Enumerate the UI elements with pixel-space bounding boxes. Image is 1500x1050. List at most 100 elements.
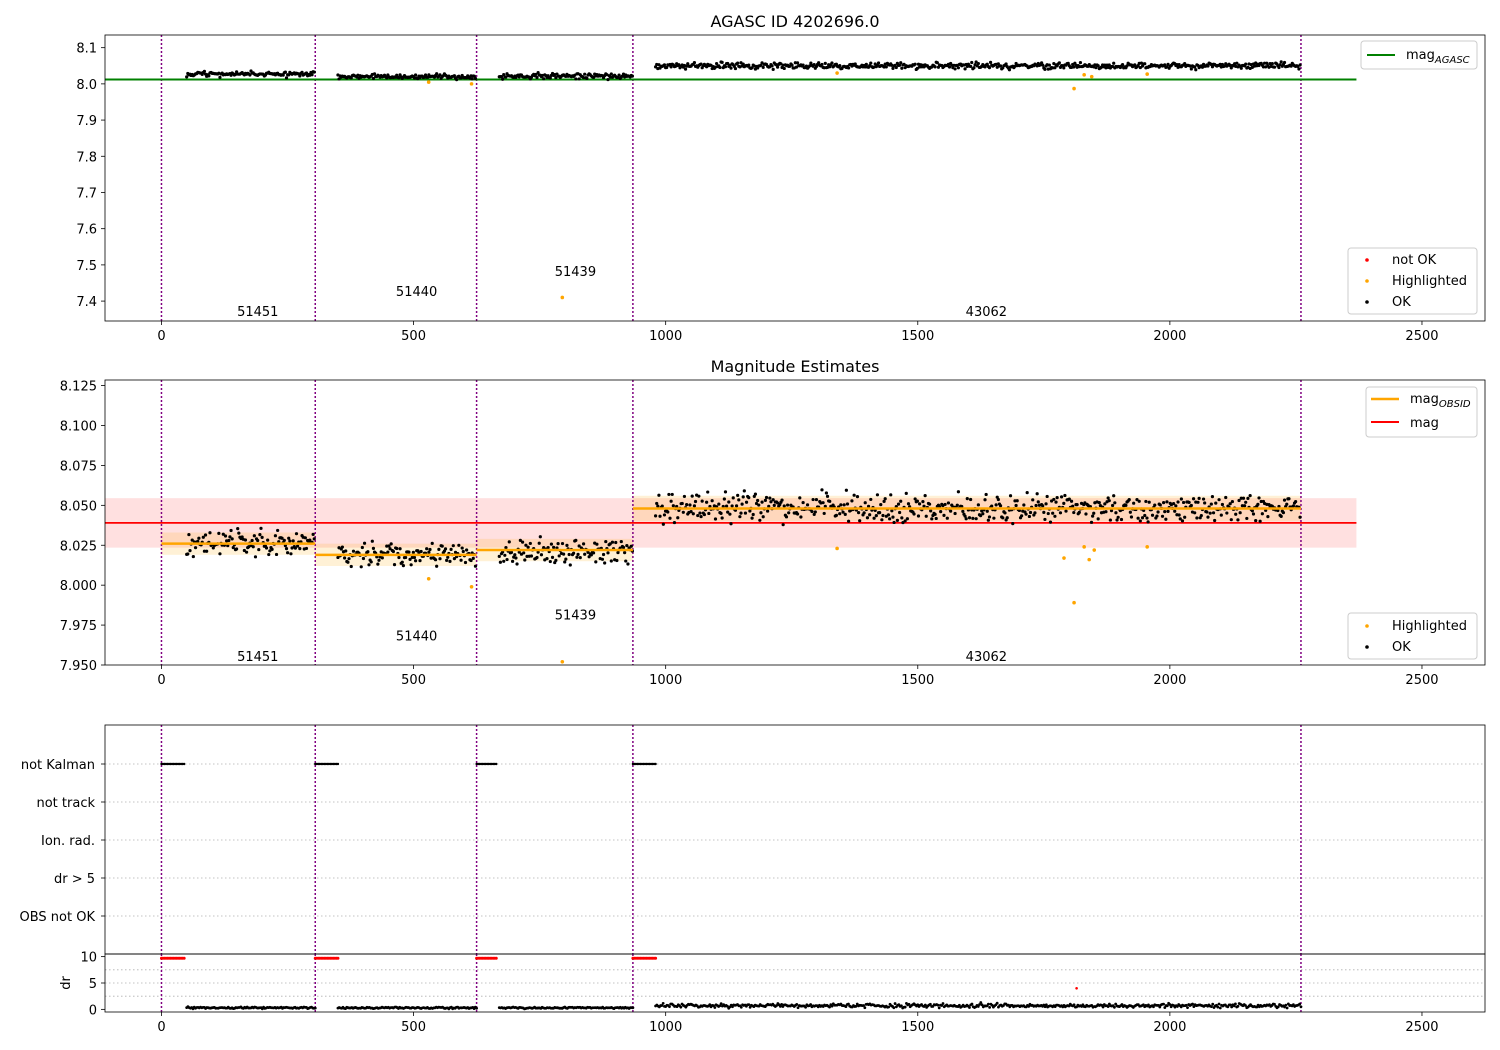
ok-point — [844, 488, 848, 492]
obsid-label: 51439 — [555, 265, 596, 280]
highlighted-point — [426, 576, 431, 581]
ok-point — [1072, 510, 1076, 515]
ok-point — [448, 559, 452, 563]
dr-point — [1217, 1002, 1221, 1006]
flag-point — [336, 762, 340, 766]
ok-point — [1156, 510, 1160, 514]
ok-point — [656, 504, 660, 508]
ok-point — [284, 547, 289, 551]
highlighted-point — [469, 82, 474, 86]
ok-point — [1183, 515, 1187, 519]
ok-point — [675, 504, 679, 509]
ok-point — [676, 516, 680, 520]
ok-point — [862, 511, 866, 515]
ok-point — [535, 555, 539, 560]
ok-point — [1277, 65, 1281, 70]
ok-point — [234, 547, 239, 551]
ok-point — [935, 61, 939, 65]
ok-point — [953, 511, 957, 516]
ok-point — [376, 562, 380, 566]
ok-point — [761, 65, 765, 69]
ok-point — [1203, 501, 1207, 505]
ok-point — [455, 78, 459, 82]
dr-point — [739, 1005, 743, 1009]
ok-point — [838, 512, 842, 516]
ok-point — [218, 75, 222, 79]
ok-point — [933, 65, 937, 69]
ok-point — [668, 516, 672, 520]
ok-point — [666, 510, 670, 514]
ok-point — [1069, 499, 1074, 503]
ok-point — [252, 534, 256, 538]
ok-point — [1103, 502, 1107, 506]
ok-point — [1115, 518, 1119, 522]
agasc-y-tick-label: 7.9 — [76, 114, 97, 129]
dr-x-tick-label: 1000 — [649, 1020, 682, 1035]
agasc-x-tick-label: 500 — [401, 329, 426, 344]
ok-point — [820, 62, 824, 67]
obsid-label: 51440 — [396, 629, 437, 644]
dr-point — [847, 1002, 850, 1006]
highlighted-point — [1089, 74, 1094, 79]
legend-label-ok: OK — [1392, 295, 1411, 310]
dr-point — [978, 1003, 981, 1006]
ok-point — [459, 558, 463, 562]
ok-point — [956, 490, 961, 494]
ok-point — [1053, 514, 1057, 518]
ok-point — [1191, 497, 1196, 501]
ok-point — [903, 519, 907, 523]
dr-not-ok-point — [654, 956, 658, 960]
ok-point — [998, 504, 1003, 508]
ok-point — [878, 511, 882, 515]
ok-point — [536, 70, 540, 75]
ok-point — [303, 536, 307, 540]
ok-point — [1143, 513, 1147, 518]
dr-point — [748, 1005, 752, 1009]
ok-point — [965, 497, 969, 501]
ok-point — [1049, 499, 1054, 503]
dr-point — [1101, 1005, 1105, 1009]
ok-point — [248, 73, 252, 77]
ok-point — [970, 60, 974, 65]
ok-point — [585, 76, 589, 80]
ok-point — [721, 504, 725, 509]
ok-point — [1261, 65, 1266, 69]
ok-point — [217, 531, 221, 535]
ok-point — [438, 557, 442, 561]
ok-point — [971, 516, 975, 520]
ok-point — [766, 509, 770, 513]
ok-point — [574, 77, 578, 81]
ok-point — [699, 62, 703, 66]
dr-point — [892, 1006, 896, 1010]
dr-point — [903, 1005, 907, 1009]
ok-point — [433, 558, 438, 562]
ok-point — [286, 551, 290, 555]
agasc-legend-bottom-frame — [1347, 247, 1478, 315]
ok-point — [884, 65, 888, 69]
ok-point — [1217, 498, 1221, 502]
highlighted-point — [835, 546, 839, 551]
ok-point — [682, 494, 687, 499]
ok-point — [983, 498, 987, 502]
ok-point — [972, 66, 976, 70]
dr-point — [988, 1005, 992, 1009]
ok-point — [820, 488, 824, 492]
ok-point — [276, 528, 280, 533]
ok-point — [1146, 520, 1150, 524]
ok-point — [372, 72, 377, 76]
ok-point — [520, 540, 525, 544]
dr-point — [1072, 1003, 1076, 1007]
dr-point — [923, 1003, 927, 1007]
ok-point — [202, 549, 207, 553]
ok-point — [594, 560, 598, 564]
ok-point — [823, 504, 827, 508]
ok-point — [294, 532, 299, 536]
ok-point — [1172, 501, 1176, 506]
ok-point — [1181, 500, 1186, 505]
ok-point — [880, 518, 884, 522]
legend-label-not-ok: not OK — [1392, 253, 1437, 268]
ok-point — [201, 535, 205, 539]
ok-point — [380, 556, 384, 560]
ok-point — [231, 545, 235, 550]
ok-point — [974, 517, 978, 521]
